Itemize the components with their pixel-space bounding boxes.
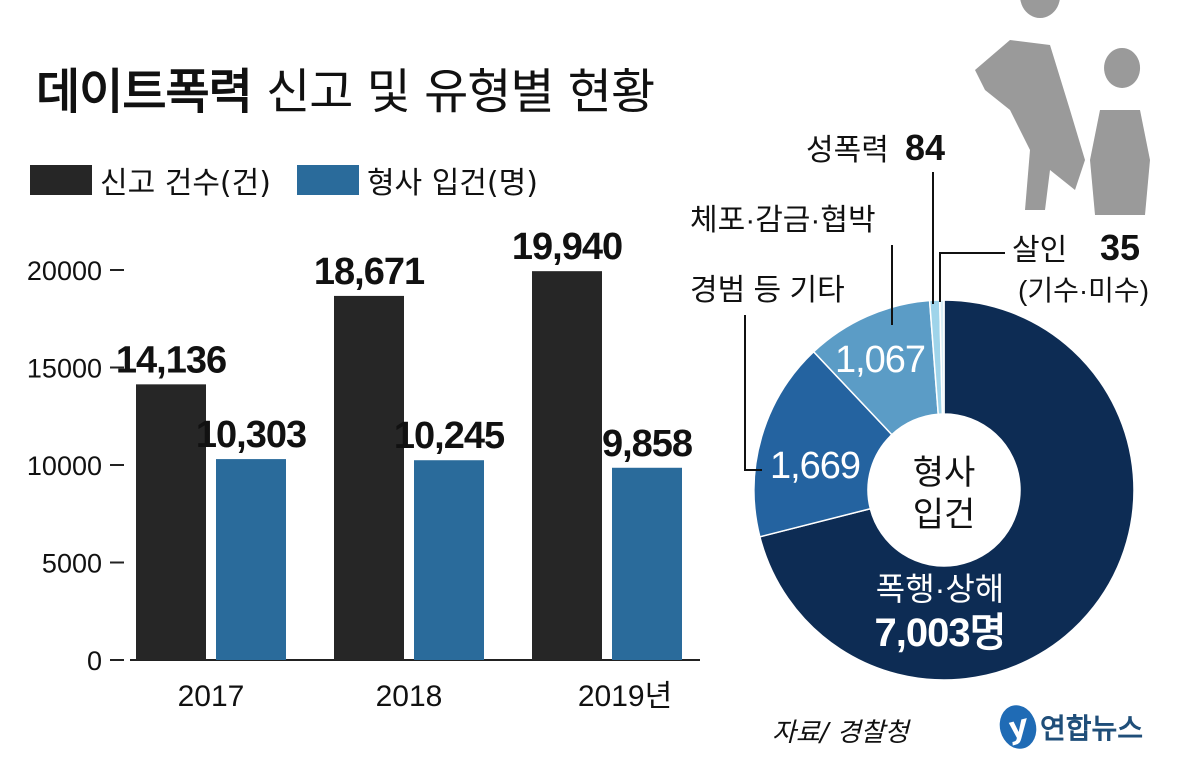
- pie-slice: [938, 299, 945, 415]
- pie-slice-name: 폭행·상해: [876, 571, 1004, 607]
- bar-value-label: 10,245: [394, 415, 505, 457]
- title-bold: 데이트폭력: [36, 64, 253, 120]
- bar-booked: [612, 467, 682, 660]
- pie-slice-name: 살인: [1012, 234, 1067, 267]
- silhouette-part: [1090, 110, 1150, 215]
- legend-item-booked: 형사 입건(명): [296, 158, 538, 202]
- legend-item-reports: 신고 건수(건): [30, 158, 271, 202]
- couple-silhouette-icon: [975, 0, 1150, 215]
- bar-value-label: 18,671: [314, 251, 425, 293]
- pie-slice: [753, 350, 893, 538]
- pie-leader-line: [939, 252, 1005, 302]
- bar-booked: [414, 460, 484, 660]
- bar-value-label: 10,303: [196, 414, 306, 456]
- pie-slice: [758, 299, 1135, 681]
- bar-booked: [216, 459, 286, 660]
- yonhap-logo-text: 연합뉴스: [1040, 712, 1144, 745]
- pie-slice-value: 84: [905, 127, 945, 168]
- yonhap-logo: y 연합뉴스: [994, 701, 1144, 753]
- silhouette-part: [1104, 48, 1141, 88]
- y-tick-label: 5000: [42, 549, 102, 579]
- silhouette-part: [975, 40, 1085, 210]
- pie-slice-value: 35: [1100, 227, 1140, 268]
- y-tick-label: 10000: [27, 451, 102, 481]
- source-text: 자료/ 경찰청: [772, 718, 909, 748]
- pie-center-label: 입건: [913, 496, 976, 534]
- title-light: 신고 및 유형별 현황: [266, 64, 655, 120]
- bar-reports: [334, 295, 404, 660]
- pie-slice-name: 성폭력: [806, 134, 889, 167]
- y-tick-label: 15000: [27, 354, 102, 384]
- pie-slice-value: 7,003명: [875, 611, 1006, 655]
- legend-label-reports: 신고 건수(건): [100, 166, 271, 201]
- x-tick-label: 2017: [178, 680, 245, 713]
- pie-slice-value: 1,669: [770, 445, 860, 487]
- pie-slice-subname: (기수·미수): [1018, 275, 1149, 306]
- legend-label-booked: 형사 입건(명): [366, 166, 538, 201]
- pie-slice-value: 1,067: [835, 339, 925, 381]
- legend-swatch-booked: [296, 165, 359, 195]
- y-tick-label: 20000: [27, 256, 102, 286]
- legend: 신고 건수(건) 형사 입건(명): [30, 158, 564, 202]
- bar-reports: [532, 271, 602, 660]
- y-tick-label: 0: [87, 646, 102, 676]
- bar-value-label: 19,940: [512, 226, 622, 268]
- pie-center-label: 형사: [913, 454, 976, 492]
- chart-title: 데이트폭력 신고 및 유형별 현황: [36, 52, 655, 122]
- legend-swatch-reports: [30, 165, 92, 195]
- yonhap-logo-icon: y: [994, 701, 1042, 753]
- x-tick-label: 2018: [376, 680, 443, 713]
- silhouette-part: [1020, 0, 1060, 18]
- pie-slice-name: 경범 등 기타: [690, 274, 845, 307]
- x-tick-label: 2019년: [578, 680, 672, 713]
- bar-value-label: 14,136: [116, 339, 226, 381]
- bar-value-label: 9,858: [602, 423, 692, 465]
- pie-slice-name: 체포·감금·협박: [690, 204, 876, 237]
- bar-reports: [136, 384, 206, 660]
- pie-leader-line: [744, 315, 762, 471]
